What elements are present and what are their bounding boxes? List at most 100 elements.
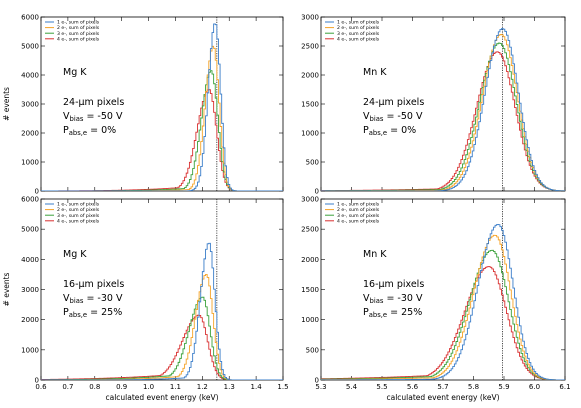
series-line bbox=[321, 234, 565, 380]
series-line bbox=[41, 296, 283, 380]
x-tick-label: 6.1 bbox=[559, 383, 570, 391]
x-tick-label: 0.7 bbox=[62, 383, 73, 391]
y-tick-label: 2000 bbox=[21, 316, 39, 324]
legend-label: 3 e-, sum of pixels bbox=[57, 31, 100, 37]
annotation-pabs: Pabs,e = 25% bbox=[363, 307, 422, 319]
panel-bottom-right: 0 500 1000 1500 2000 2500 3000 5.3 5.4 5.5 5.6 5.7 5… bbox=[301, 196, 570, 403]
legend-label: 4 e-, sum of pixels bbox=[337, 218, 380, 224]
annotation-pixel: 24-µm pixels bbox=[363, 97, 424, 108]
x-tick-label: 5.5 bbox=[376, 383, 387, 391]
y-tick-label: 0 bbox=[315, 188, 319, 196]
panel-top-left: 0 1000 2000 3000 4000 5000 6000 1 e-, sum of pi… bbox=[2, 14, 284, 196]
series-line bbox=[321, 28, 565, 191]
vbias-subscript: bias bbox=[370, 115, 384, 123]
legend-label: 1 e-, sum of pixels bbox=[337, 202, 380, 208]
y-tick-label: 1500 bbox=[301, 101, 319, 109]
x-tick-label: 0.6 bbox=[35, 383, 47, 391]
legend-label: 4 e-, sum of pixels bbox=[57, 36, 100, 42]
y-tick-label: 0 bbox=[35, 188, 39, 196]
series-line bbox=[321, 33, 565, 191]
axes-frame bbox=[320, 198, 566, 381]
x-tick-label: 5.8 bbox=[468, 383, 479, 391]
y-tick-label: 3000 bbox=[301, 196, 319, 204]
pabs-value: = 0% bbox=[87, 125, 116, 136]
legend-label: 3 e-, sum of pixels bbox=[57, 213, 100, 219]
series-group bbox=[321, 223, 565, 380]
x-tick-label: 5.6 bbox=[407, 383, 419, 391]
series-group bbox=[41, 242, 283, 380]
series-line bbox=[41, 23, 283, 191]
x-tick-label: 1.2 bbox=[197, 383, 208, 391]
annotation-element: Mn K bbox=[363, 249, 387, 260]
axes-frame bbox=[320, 16, 566, 192]
x-tick-label: 1.5 bbox=[277, 383, 288, 391]
series-line bbox=[321, 266, 565, 380]
x-axis-label: calculated event energy (keV) bbox=[106, 393, 219, 402]
y-tick-label: 5000 bbox=[21, 226, 39, 234]
vbias-subscript: bias bbox=[370, 297, 384, 305]
panel-bottom-left: 0 1000 2000 3000 4000 5000 6000 0.6 0.7 0.8 0.9 1.0… bbox=[2, 196, 289, 403]
vbias-symbol: V bbox=[63, 111, 70, 122]
annotation-vbias: Vbias = -50 V bbox=[363, 111, 423, 123]
legend-label: 1 e-, sum of pixels bbox=[57, 202, 100, 208]
pabs-subscript: abs,e bbox=[369, 129, 387, 137]
vbias-value: = -30 V bbox=[83, 293, 123, 304]
annotation-pixel: 16-µm pixels bbox=[363, 279, 424, 290]
series-group bbox=[41, 23, 283, 191]
y-tick-label: 3000 bbox=[21, 286, 39, 294]
annotation-vbias: Vbias = -30 V bbox=[63, 293, 123, 305]
x-tick-label: 1.4 bbox=[251, 383, 263, 391]
legend-label: 1 e-, sum of pixels bbox=[337, 20, 380, 26]
y-tick-label: 1000 bbox=[301, 316, 319, 324]
pabs-symbol: P bbox=[363, 125, 369, 136]
y-tick-label: 1000 bbox=[21, 346, 39, 354]
annotation-element: Mg K bbox=[63, 249, 87, 260]
y-axis-label: # events bbox=[2, 87, 11, 121]
pabs-symbol: P bbox=[363, 307, 369, 318]
annotation-pixel: 24-µm pixels bbox=[63, 97, 124, 108]
y-tick-label: 1000 bbox=[301, 130, 319, 138]
x-tick-label: 1.0 bbox=[143, 383, 154, 391]
legend-label: 3 e-, sum of pixels bbox=[337, 213, 380, 219]
y-tick-label: 6000 bbox=[21, 14, 39, 22]
series-line bbox=[321, 249, 565, 380]
x-tick-label: 5.4 bbox=[346, 383, 358, 391]
y-tick-label: 500 bbox=[306, 346, 319, 354]
legend-label: 2 e-, sum of pixels bbox=[57, 25, 100, 31]
legend-label: 1 e-, sum of pixels bbox=[57, 20, 100, 26]
legend-label: 4 e-, sum of pixels bbox=[337, 36, 380, 42]
series-line bbox=[321, 51, 565, 191]
vbias-value: = -50 V bbox=[383, 111, 423, 122]
pabs-symbol: P bbox=[63, 125, 69, 136]
vbias-value: = -50 V bbox=[83, 111, 123, 122]
series-line bbox=[41, 273, 283, 380]
y-tick-label: 3000 bbox=[21, 101, 39, 109]
annotation-pabs: Pabs,e = 25% bbox=[63, 307, 122, 319]
annotation-vbias: Vbias = -30 V bbox=[363, 293, 423, 305]
vbias-subscript: bias bbox=[70, 115, 84, 123]
y-tick-label: 5000 bbox=[21, 43, 39, 51]
y-tick-label: 2500 bbox=[301, 226, 319, 234]
legend-label: 2 e-, sum of pixels bbox=[337, 207, 380, 213]
annotation-element: Mn K bbox=[363, 67, 387, 78]
vbias-symbol: V bbox=[63, 293, 70, 304]
y-tick-label: 3000 bbox=[301, 14, 319, 22]
pabs-value: = 25% bbox=[387, 307, 422, 318]
series-line bbox=[321, 42, 565, 191]
series-line bbox=[321, 223, 565, 380]
y-tick-label: 4000 bbox=[21, 256, 39, 264]
y-tick-label: 6000 bbox=[21, 196, 39, 204]
pabs-subscript: abs,e bbox=[69, 311, 87, 319]
y-tick-label: 4000 bbox=[21, 72, 39, 80]
legend-label: 2 e-, sum of pixels bbox=[337, 25, 380, 31]
annotation-pabs: Pabs,e = 0% bbox=[363, 125, 416, 137]
x-tick-label: 0.8 bbox=[89, 383, 100, 391]
legend-label: 2 e-, sum of pixels bbox=[57, 207, 100, 213]
y-tick-label: 2000 bbox=[301, 256, 319, 264]
y-axis-label: # events bbox=[2, 272, 11, 306]
pabs-subscript: abs,e bbox=[69, 129, 87, 137]
vbias-subscript: bias bbox=[70, 297, 84, 305]
y-tick-label: 0 bbox=[35, 377, 39, 385]
series-line bbox=[41, 314, 283, 380]
y-tick-label: 500 bbox=[306, 159, 319, 167]
